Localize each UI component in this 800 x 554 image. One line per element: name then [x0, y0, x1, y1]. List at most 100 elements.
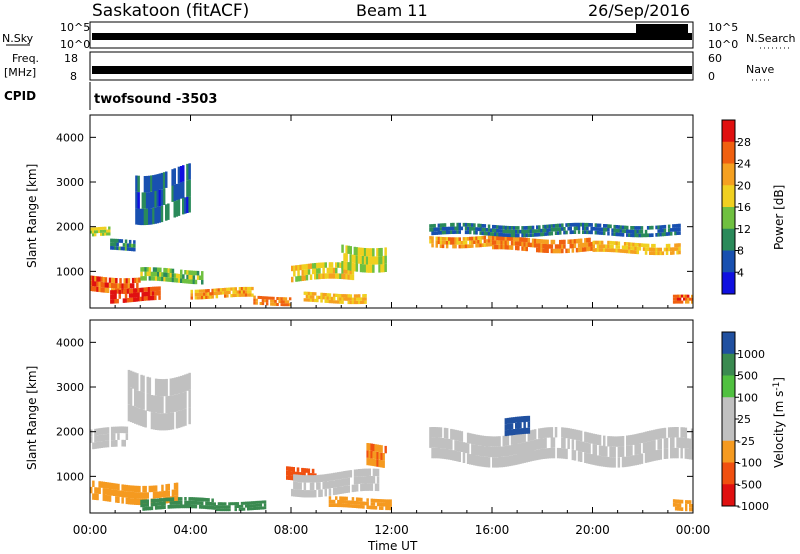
velocity-cell: [150, 498, 154, 503]
power-cell: [116, 246, 119, 251]
power-cell: [224, 287, 227, 292]
velocity-cell: [98, 441, 101, 449]
power-cell: [133, 247, 136, 252]
power-cell: [603, 248, 606, 252]
velocity-band-0: [90, 426, 129, 450]
velocity-cell: [542, 438, 545, 449]
power-cell: [382, 255, 385, 265]
power-cell: [466, 244, 470, 249]
velocity-cell: [477, 445, 480, 456]
velocity-cell: [184, 374, 187, 392]
velocity-cell: [106, 482, 110, 489]
velocity-cell: [286, 470, 289, 476]
power-cell: [274, 302, 277, 306]
velocity-cell: [144, 492, 147, 499]
velocity-cell: [441, 438, 445, 449]
power-cell: [122, 289, 126, 294]
velocity-cell: [123, 491, 126, 498]
velocity-cell: [228, 505, 231, 509]
power-cell: [663, 224, 667, 229]
velocity-cell: [173, 489, 177, 496]
velocity-cell: [123, 426, 126, 434]
power-cell: [542, 248, 545, 253]
power-cell: [500, 232, 503, 237]
power-cell: [247, 286, 250, 291]
velocity-cell: [680, 427, 683, 438]
power-cell: [215, 288, 219, 292]
velocity-cell: [115, 496, 118, 503]
power-cell: [380, 256, 383, 265]
power-cell: [469, 230, 472, 235]
power-cell: [646, 243, 650, 248]
power-cell: [644, 233, 648, 238]
velocity-cell: [466, 453, 470, 464]
power-cell: [452, 241, 455, 245]
velocity-cell: [337, 472, 340, 480]
velocity-cell: [655, 429, 658, 440]
velocity-cell: [259, 506, 263, 510]
power-cell: [102, 226, 105, 230]
power-cell: [569, 223, 572, 227]
velocity-cbar-tick-label: -500: [737, 478, 762, 491]
power-cell: [154, 271, 158, 277]
power-cell: [190, 279, 193, 284]
power-cell: [184, 278, 187, 284]
velocity-cell: [335, 503, 338, 507]
velocity-cell: [385, 502, 388, 507]
power-cell: [540, 239, 543, 244]
velocity-cell: [481, 446, 484, 457]
velocity-cell: [104, 440, 108, 448]
power-cell: [131, 297, 134, 303]
velocity-cell: [297, 482, 300, 490]
power-cell: [365, 256, 369, 265]
power-cell: [143, 176, 147, 193]
velocity-cell: [108, 495, 112, 502]
velocity-cell: [607, 436, 610, 447]
power-cell: [100, 276, 103, 282]
velocity-cell: [184, 500, 187, 505]
velocity-cell: [161, 491, 164, 498]
power-cell: [347, 245, 350, 254]
velocity-cell: [443, 448, 447, 460]
velocity-cell: [339, 471, 342, 480]
power-cell: [126, 247, 130, 251]
power-cell: [135, 288, 138, 293]
power-cell: [477, 236, 480, 240]
power-cell: [133, 297, 136, 302]
power-cell: [483, 227, 487, 232]
power-cell: [118, 289, 121, 295]
power-cell: [351, 274, 355, 281]
nsearch-tick-bottom: 10^0: [708, 38, 738, 51]
power-cell: [475, 227, 478, 231]
velocity-cell: [506, 423, 510, 430]
power-cell: [441, 223, 445, 227]
power-cell: [561, 227, 564, 231]
velocity-cell: [305, 475, 309, 483]
power-cell: [314, 298, 317, 303]
power-cell: [644, 243, 648, 248]
power-cell: [515, 229, 518, 234]
velocity-cell: [617, 446, 621, 458]
power-cell: [483, 243, 487, 247]
velocity-cell: [219, 502, 223, 506]
power-cell: [177, 278, 181, 283]
velocity-cell: [477, 455, 480, 467]
velocity-cell: [672, 503, 676, 507]
power-cell: [634, 229, 637, 234]
velocity-cell: [521, 416, 524, 423]
velocity-cell: [690, 438, 693, 450]
power-cell: [119, 283, 122, 289]
velocity-cell: [288, 471, 291, 476]
velocity-cell: [483, 456, 487, 468]
power-cell: [221, 288, 225, 292]
power-cell: [135, 175, 138, 192]
x-tick-label: 00:00: [676, 523, 711, 537]
velocity-cell: [376, 476, 380, 484]
power-cell: [596, 248, 600, 252]
velocity-cell: [326, 473, 330, 482]
velocity-cell: [571, 449, 575, 461]
velocity-cell: [506, 429, 510, 436]
velocity-cell: [337, 503, 340, 508]
power-cell: [525, 226, 528, 230]
velocity-cell: [303, 472, 306, 477]
